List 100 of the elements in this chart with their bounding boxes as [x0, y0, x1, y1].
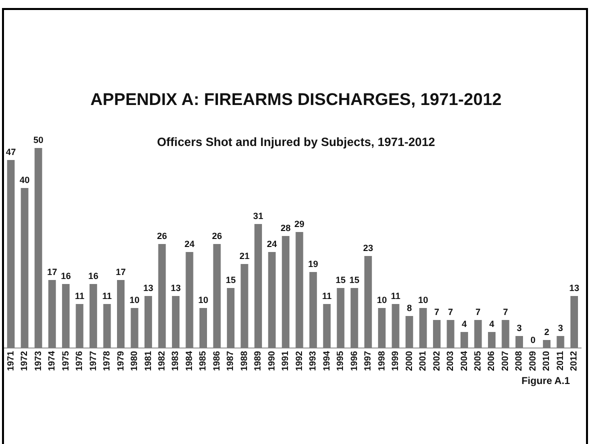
bar [556, 336, 564, 348]
bar [76, 304, 84, 348]
bar [296, 232, 304, 348]
x-tick-label: 2000 [404, 350, 414, 372]
bar [186, 252, 194, 348]
data-label: 24 [266, 238, 277, 249]
x-tick-label: 1979 [115, 350, 126, 372]
x-tick-label: 2002 [431, 350, 442, 372]
x-tick-label: 2003 [445, 350, 456, 372]
x-tick-label: 1977 [88, 350, 98, 372]
bar [130, 308, 138, 348]
bar [406, 316, 414, 348]
data-label: 16 [88, 270, 98, 281]
bar [419, 308, 427, 348]
bar [488, 332, 496, 348]
data-label: 3 [558, 322, 563, 333]
chart-subtitle: Officers Shot and Injured by Subjects, 1971-2012 [156, 135, 436, 149]
x-tick-label: 2011 [554, 350, 565, 371]
x-tick-label: 1973 [32, 350, 43, 372]
bar [62, 284, 70, 348]
bar [309, 272, 317, 348]
bar [172, 296, 180, 348]
x-tick-label: 1991 [280, 350, 290, 372]
data-label: 15 [349, 274, 360, 285]
bar [502, 320, 510, 348]
data-label: 50 [33, 134, 44, 145]
x-tick-label: 1990 [266, 350, 276, 372]
bar [433, 320, 441, 348]
bar [392, 304, 400, 348]
data-label: 10 [418, 294, 428, 305]
bar [90, 284, 98, 348]
bar [446, 320, 454, 348]
x-tick-label: 1993 [308, 350, 318, 372]
data-label: 23 [363, 242, 374, 253]
x-tick-label: 1987 [225, 350, 236, 372]
chart-title: APPENDIX A: FIREARMS DISCHARGES, 1971-2012 [89, 90, 503, 110]
x-tick-label: 1974 [46, 350, 57, 372]
bar [103, 304, 111, 348]
bar [515, 336, 524, 348]
bar [460, 332, 468, 348]
x-tick-label: 1992 [294, 350, 304, 372]
x-tick-label: 1975 [60, 350, 70, 372]
data-label: 11 [102, 290, 112, 301]
bar [34, 148, 42, 348]
text: Figure A.1 [521, 376, 570, 387]
bar [144, 296, 152, 348]
data-label: 11 [390, 290, 400, 301]
data-label: 16 [60, 270, 71, 281]
data-label: 17 [47, 266, 58, 277]
bar [117, 280, 125, 348]
data-label: 31 [253, 210, 264, 221]
x-tick-label: 1989 [252, 350, 263, 372]
data-label: 28 [280, 222, 291, 233]
x-tick-label: 2010 [541, 350, 552, 372]
bar [268, 252, 276, 348]
data-label: 17 [116, 266, 126, 277]
bar [213, 244, 221, 348]
x-tick-label: 1998 [376, 350, 386, 372]
bar [474, 320, 482, 348]
x-tick-label: 1981 [142, 350, 153, 372]
bar [48, 280, 56, 348]
x-tick-label: 1978 [102, 350, 112, 372]
data-label: 10 [198, 294, 208, 305]
data-label: 7 [434, 306, 440, 317]
x-tick-label: 1980 [129, 350, 140, 372]
data-label: 4 [489, 318, 494, 329]
data-label: 24 [184, 238, 194, 249]
x-tick-label: 2012 [568, 350, 579, 372]
x-tick-label: 1984 [184, 350, 194, 372]
x-tick-label: 1994 [321, 350, 332, 372]
x-tick-label: 2005 [472, 350, 483, 372]
bar [336, 288, 344, 348]
data-label: 26 [212, 230, 222, 241]
bar [282, 236, 290, 348]
bar [199, 308, 208, 348]
data-label: 7 [476, 306, 481, 317]
data-label: 40 [20, 174, 30, 185]
bar [364, 256, 372, 348]
bar [542, 340, 550, 348]
x-tick-label: 1986 [211, 350, 222, 372]
data-label: 11 [322, 290, 332, 301]
data-label: 13 [569, 282, 580, 293]
x-tick-label: 1995 [335, 350, 346, 372]
x-tick-label: 2009 [527, 350, 538, 372]
x-tick-label: 1988 [238, 350, 249, 372]
x-tick-label: 1997 [362, 350, 373, 372]
bar [378, 308, 386, 348]
x-tick-label: 2001 [418, 350, 428, 372]
bar [158, 244, 166, 348]
data-label: 13 [143, 282, 154, 293]
x-tick-label: 1982 [156, 350, 166, 372]
x-tick-label: 1976 [74, 350, 84, 372]
x-tick-label: 1985 [198, 350, 208, 372]
bar [7, 160, 15, 348]
x-tick-label: 1999 [390, 350, 400, 372]
data-label: 13 [170, 282, 181, 293]
x-tick-label: 1996 [348, 350, 359, 372]
data-label: 19 [308, 258, 318, 269]
x-tick-label: 2007 [500, 350, 510, 372]
x-tick-label: 2004 [458, 350, 469, 372]
